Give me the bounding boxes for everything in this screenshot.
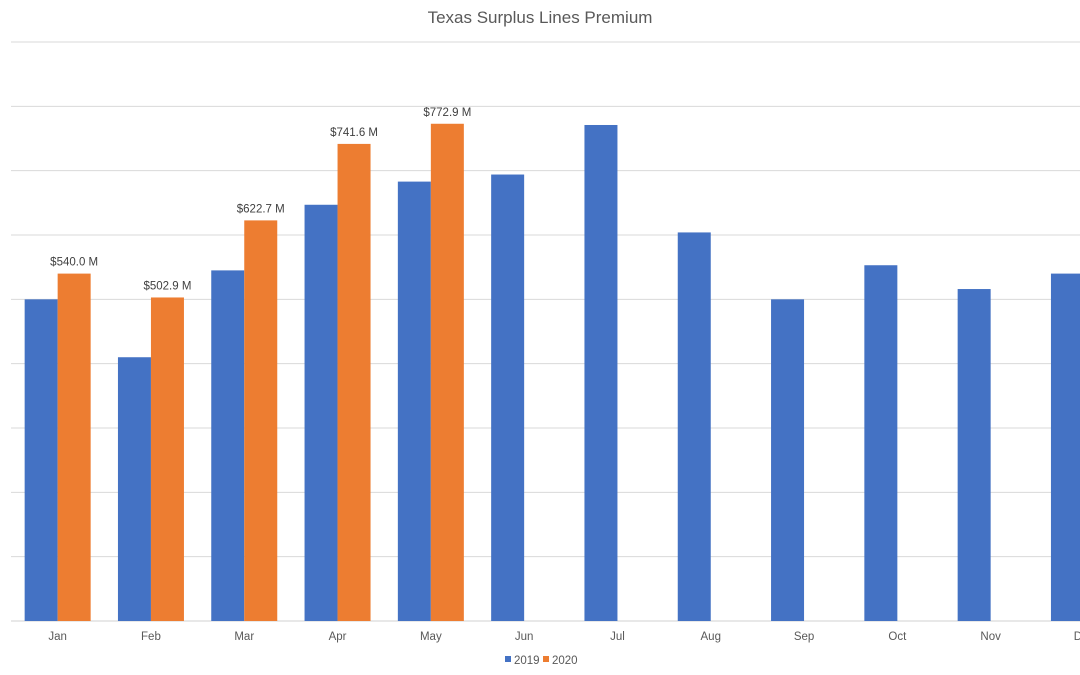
data-labels: $540.0 M $502.9 M $622.7 M $741.6 M $772.9 M: [50, 107, 471, 293]
x-tick-Jan: Jan: [48, 631, 67, 643]
chart-title: Texas Surplus Lines Premium: [428, 8, 653, 27]
bar-2019-Sep: [771, 299, 805, 621]
bar-2020-Apr: [337, 143, 371, 622]
x-axis-ticks: Jan Feb Mar Apr May Jun Jul Aug Sep Oct Nov Dec: [48, 631, 1080, 643]
data-label-2020-Mar: $622.7 M: [237, 203, 285, 215]
x-tick-Sep: Sep: [794, 631, 814, 643]
x-tick-Oct: Oct: [888, 631, 907, 643]
gridlines: [11, 41, 1080, 622]
bar-2020-Mar: [244, 220, 278, 621]
bar-2019-Dec: [1050, 273, 1080, 621]
bar-2020-Feb: [150, 297, 184, 621]
bar-2019-Jul: [584, 124, 618, 622]
x-tick-Mar: Mar: [234, 631, 254, 643]
data-label-2020-May: $772.9 M: [423, 107, 471, 119]
bar-2019-Nov: [957, 289, 991, 621]
x-tick-Dec: Dec: [1074, 631, 1080, 643]
bar-2019-Aug: [677, 232, 711, 621]
legend-label-2019: 2019: [514, 655, 540, 667]
bar-2019-Oct: [864, 265, 898, 621]
x-tick-Feb: Feb: [141, 631, 161, 643]
legend-swatch-2020: [543, 656, 549, 662]
bar-2019-Jun: [491, 174, 525, 621]
legend-swatch-2019: [505, 656, 511, 662]
legend-label-2020: 2020: [552, 655, 578, 667]
bar-2019-Jan: [24, 299, 58, 621]
data-label-2020-Feb: $502.9 M: [143, 280, 191, 292]
data-label-2020-Apr: $741.6 M: [330, 127, 378, 139]
legend: 2019 2020: [505, 655, 578, 667]
bar-2019-Mar: [211, 270, 245, 621]
x-tick-Nov: Nov: [980, 631, 1001, 643]
x-tick-May: May: [420, 631, 442, 643]
bar-2019-Feb: [117, 357, 151, 621]
bar-2019-Apr: [304, 204, 338, 621]
x-tick-Jul: Jul: [610, 631, 625, 643]
x-tick-Aug: Aug: [701, 631, 721, 643]
bar-2019-May: [397, 181, 431, 621]
data-label-2020-Jan: $540.0 M: [50, 257, 98, 269]
bar-2020-May: [430, 123, 464, 621]
bars: [24, 123, 1080, 622]
x-tick-Apr: Apr: [329, 631, 347, 643]
bar-2020-Jan: [57, 273, 91, 621]
x-tick-Jun: Jun: [515, 631, 534, 643]
